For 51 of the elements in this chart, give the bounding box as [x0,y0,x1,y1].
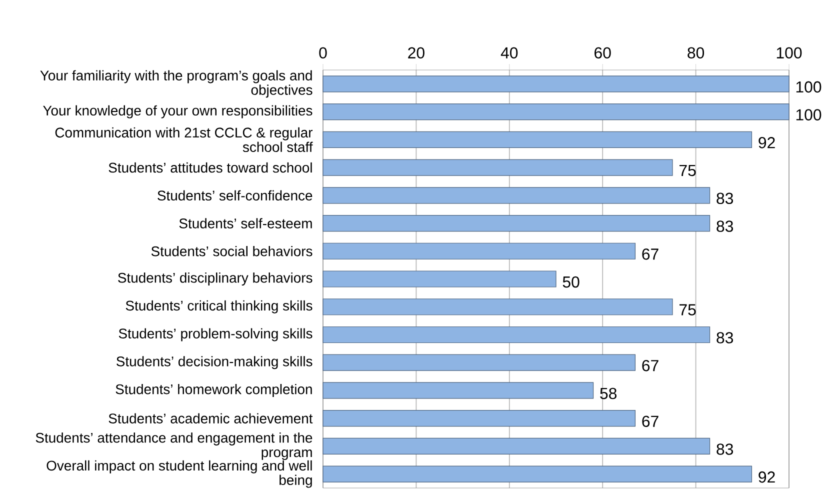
data-label: 67 [642,248,658,260]
bar [322,187,710,204]
y-tick-label: Students’ attendance and engagement in the program [36,432,312,460]
y-tick-label: Students’ problem-solving skills [118,328,312,342]
y-tick-label: Your knowledge of your own responsibilities [43,105,312,118]
data-label: 58 [600,388,617,400]
y-tick-label: Students’ self-confidence [158,190,312,201]
bar [322,159,673,176]
data-label: 50 [562,276,580,288]
y-tick-label: Students’ disciplinary behaviors [118,272,312,286]
bar [322,76,790,92]
x-tick-label: 60 [594,47,611,58]
x-tick-label: 40 [500,47,518,58]
y-tick-label: Students’ social behaviors [151,246,312,256]
data-label: 75 [680,164,696,176]
data-label: 92 [758,137,775,148]
bar [322,382,594,399]
bar [322,410,636,427]
y-tick-label: Your familiarity with the program’s goals and objectives [40,70,312,98]
bar [322,466,752,482]
data-label: 75 [680,304,696,316]
data-label: 100 [796,81,822,93]
x-tick-label: 80 [688,47,704,58]
data-label: 67 [642,416,658,427]
y-tick-label: Overall impact on student learning and well being [46,460,312,488]
y-tick-label: Students’ decision-making skills [116,356,312,370]
data-label: 92 [758,471,775,483]
y-tick-label: Communication with 21st CCLC & regular school staff [55,127,313,152]
y-tick-label: Students’ homework completion [116,384,312,397]
bar [322,298,673,316]
bar [322,438,710,455]
bar [322,214,710,232]
y-tick-label: Students’ self-esteem [179,218,312,228]
y-tick-label: Students’ academic achievement [108,413,313,424]
y-tick-label: Students’ critical thinking skills [126,300,312,314]
bar [322,242,636,260]
bar [322,104,790,120]
data-label: 83 [716,444,734,455]
data-label: 67 [642,360,658,372]
x-tick-label: 0 [319,47,327,58]
x-tick-label: 100 [776,47,802,58]
bar [322,131,752,148]
bar [322,270,556,288]
y-tick-label: Students’ attitudes toward school [108,162,312,173]
bar [322,354,636,371]
x-tick-label: 20 [408,47,424,58]
data-label: 83 [716,220,734,232]
data-label: 83 [716,192,734,204]
bar [322,326,710,344]
data-label: 83 [716,332,734,344]
data-label: 100 [796,109,822,120]
